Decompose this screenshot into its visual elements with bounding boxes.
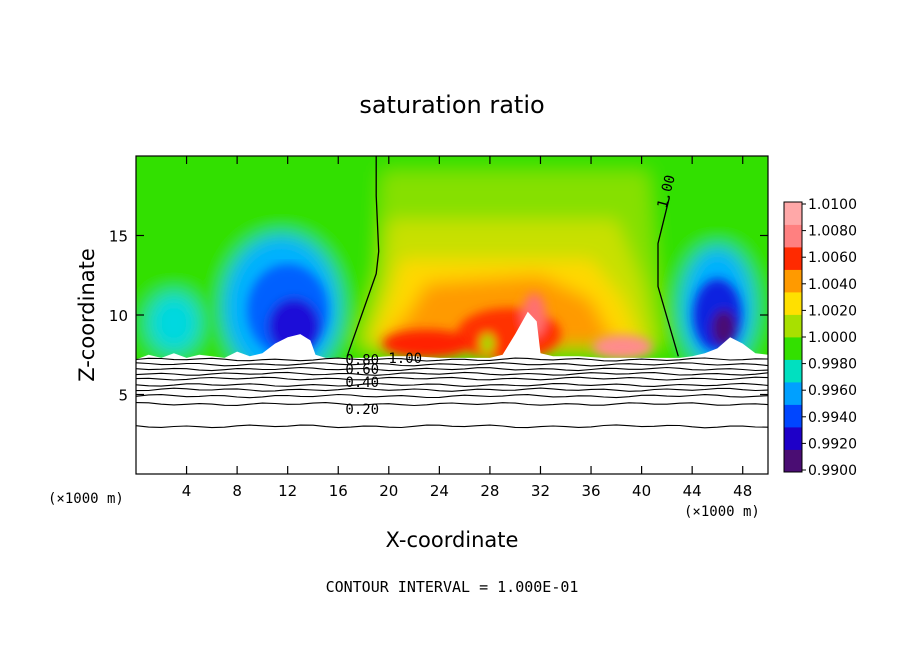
contour-line-1.00 xyxy=(136,357,768,362)
y-axis-label: Z-coordinate xyxy=(75,248,99,382)
x-tick-label: 32 xyxy=(531,482,550,500)
colorbar-label: 0.9940 xyxy=(808,410,857,426)
x-unit-left: (×1000 m) xyxy=(48,491,124,507)
colorbar-label: 1.0000 xyxy=(808,330,857,346)
colorbar-swatch xyxy=(784,449,802,473)
contour-line-0.90 xyxy=(136,362,768,367)
colorbar-label: 1.0020 xyxy=(808,303,857,319)
contour-line-0.70 xyxy=(136,371,768,376)
colorbar-label: 1.0040 xyxy=(808,277,857,293)
colorbar-swatch xyxy=(784,427,802,450)
colorbar-label: 0.9920 xyxy=(808,436,857,452)
colorbar-swatch xyxy=(784,202,802,225)
colorbar-swatch xyxy=(784,404,802,428)
subsaturated-lower-region xyxy=(136,311,768,474)
x-tick-label: 16 xyxy=(329,482,348,500)
colorbar-label: 0.9900 xyxy=(808,463,857,479)
colorbar-label: 0.9960 xyxy=(808,383,857,399)
colorbar-swatch xyxy=(784,269,802,293)
contour-label-0.20: 0.20 xyxy=(345,402,379,418)
colorbar-swatch xyxy=(784,359,802,383)
field-band xyxy=(592,334,653,359)
contour-line-0.20 xyxy=(136,402,768,407)
x-tick-label: 44 xyxy=(683,482,702,500)
colorbar-swatch xyxy=(784,314,802,338)
y-tick-label: 5 xyxy=(118,387,128,405)
contour-label-0.80: 0.80 xyxy=(345,353,379,369)
colorbar-label: 1.0060 xyxy=(808,250,857,266)
y-tick-label: 10 xyxy=(109,307,128,325)
contour-line-0.30 xyxy=(136,393,768,399)
colorbar-swatch xyxy=(784,247,802,270)
x-tick-label: 28 xyxy=(480,482,499,500)
x-unit-right: (×1000 m) xyxy=(684,504,760,520)
contour-label-1.00: 1.00 xyxy=(388,351,422,367)
subsaturated-area xyxy=(136,311,768,474)
x-axis: 4 8 12 16 20 24 28 32 36 40 44 48 xyxy=(182,156,752,500)
colorbar-swatch xyxy=(784,292,802,315)
x-tick-label: 24 xyxy=(430,482,449,500)
chart-title: saturation ratio xyxy=(359,91,544,119)
colorbar: 1.0100 1.0080 1.0060 1.0040 1.0020 1.0000 0.99… xyxy=(783,197,857,479)
field-band xyxy=(147,292,200,353)
colorbar-label: 1.0080 xyxy=(808,224,857,240)
x-tick-label: 4 xyxy=(182,482,192,500)
colorbar-swatch xyxy=(784,382,802,405)
contour-line-0.10 xyxy=(136,424,768,429)
colorbar-label: 0.9980 xyxy=(808,357,857,373)
x-tick-label: 12 xyxy=(278,482,297,500)
contour-lines xyxy=(136,156,768,429)
contour-label-0.60: 0.60 xyxy=(345,362,379,378)
contour-line-0.60 xyxy=(136,376,768,381)
contour-line-0.50 xyxy=(136,382,768,387)
x-tick-label: 36 xyxy=(581,482,600,500)
contour-line-1.00-right xyxy=(657,197,679,357)
colorbar-swatch xyxy=(784,224,802,248)
y-axis: 5 10 15 xyxy=(109,228,768,405)
colorbar-swatch xyxy=(784,337,802,360)
x-tick-label: 48 xyxy=(733,482,752,500)
x-tick-label: 20 xyxy=(379,482,398,500)
x-tick-label: 40 xyxy=(632,482,651,500)
contour-label-0.40: 0.40 xyxy=(345,375,379,391)
y-tick-label: 15 xyxy=(109,228,128,246)
colorbar-label: 1.0100 xyxy=(808,197,857,213)
contour-line-0.80 xyxy=(136,366,768,372)
x-axis-label: X-coordinate xyxy=(386,528,519,552)
field-band xyxy=(711,309,736,346)
field-band xyxy=(382,329,471,358)
field-band xyxy=(480,333,495,354)
contour-line-1.00-left xyxy=(346,156,380,357)
contour-line-0.40 xyxy=(136,387,768,392)
contour-interval-note: CONTOUR INTERVAL = 1.000E-01 xyxy=(326,578,579,596)
x-tick-label: 8 xyxy=(232,482,242,500)
